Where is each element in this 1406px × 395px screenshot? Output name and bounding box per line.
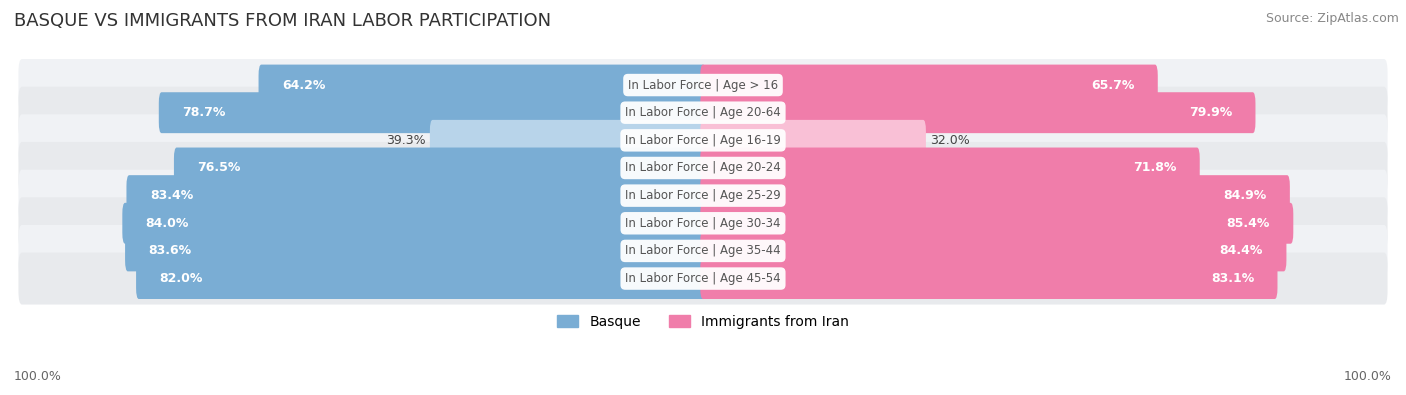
FancyBboxPatch shape (700, 120, 927, 161)
FancyBboxPatch shape (700, 175, 1289, 216)
Legend: Basque, Immigrants from Iran: Basque, Immigrants from Iran (553, 309, 853, 334)
FancyBboxPatch shape (700, 92, 1256, 133)
FancyBboxPatch shape (18, 169, 1388, 222)
FancyBboxPatch shape (700, 203, 1294, 244)
FancyBboxPatch shape (174, 147, 706, 188)
Text: In Labor Force | Age 16-19: In Labor Force | Age 16-19 (626, 134, 780, 147)
Text: In Labor Force | Age > 16: In Labor Force | Age > 16 (628, 79, 778, 92)
Text: 85.4%: 85.4% (1226, 217, 1270, 230)
Text: In Labor Force | Age 20-24: In Labor Force | Age 20-24 (626, 162, 780, 175)
Text: 83.6%: 83.6% (149, 245, 191, 258)
FancyBboxPatch shape (18, 252, 1388, 305)
Text: Source: ZipAtlas.com: Source: ZipAtlas.com (1265, 12, 1399, 25)
FancyBboxPatch shape (259, 65, 706, 105)
Text: 78.7%: 78.7% (183, 106, 225, 119)
FancyBboxPatch shape (430, 120, 706, 161)
Text: 32.0%: 32.0% (929, 134, 970, 147)
Text: 71.8%: 71.8% (1133, 162, 1177, 175)
Text: 82.0%: 82.0% (159, 272, 202, 285)
Text: 65.7%: 65.7% (1091, 79, 1135, 92)
Text: 39.3%: 39.3% (387, 134, 426, 147)
Text: 79.9%: 79.9% (1189, 106, 1232, 119)
FancyBboxPatch shape (136, 258, 706, 299)
Text: 76.5%: 76.5% (197, 162, 240, 175)
FancyBboxPatch shape (18, 59, 1388, 111)
Text: 84.0%: 84.0% (146, 217, 188, 230)
Text: 83.4%: 83.4% (150, 189, 193, 202)
Text: 100.0%: 100.0% (1344, 370, 1392, 383)
Text: In Labor Force | Age 20-64: In Labor Force | Age 20-64 (626, 106, 780, 119)
Text: 84.9%: 84.9% (1223, 189, 1267, 202)
FancyBboxPatch shape (18, 197, 1388, 249)
FancyBboxPatch shape (127, 175, 706, 216)
Text: In Labor Force | Age 25-29: In Labor Force | Age 25-29 (626, 189, 780, 202)
Text: In Labor Force | Age 35-44: In Labor Force | Age 35-44 (626, 245, 780, 258)
FancyBboxPatch shape (122, 203, 706, 244)
Text: 64.2%: 64.2% (283, 79, 325, 92)
FancyBboxPatch shape (700, 65, 1157, 105)
Text: BASQUE VS IMMIGRANTS FROM IRAN LABOR PARTICIPATION: BASQUE VS IMMIGRANTS FROM IRAN LABOR PAR… (14, 12, 551, 30)
Text: In Labor Force | Age 30-34: In Labor Force | Age 30-34 (626, 217, 780, 230)
FancyBboxPatch shape (18, 115, 1388, 166)
FancyBboxPatch shape (18, 87, 1388, 139)
FancyBboxPatch shape (700, 258, 1278, 299)
Text: 84.4%: 84.4% (1219, 245, 1263, 258)
FancyBboxPatch shape (18, 225, 1388, 277)
Text: In Labor Force | Age 45-54: In Labor Force | Age 45-54 (626, 272, 780, 285)
FancyBboxPatch shape (18, 142, 1388, 194)
Text: 100.0%: 100.0% (14, 370, 62, 383)
FancyBboxPatch shape (125, 230, 706, 271)
FancyBboxPatch shape (159, 92, 706, 133)
FancyBboxPatch shape (700, 147, 1199, 188)
Text: 83.1%: 83.1% (1211, 272, 1254, 285)
FancyBboxPatch shape (700, 230, 1286, 271)
